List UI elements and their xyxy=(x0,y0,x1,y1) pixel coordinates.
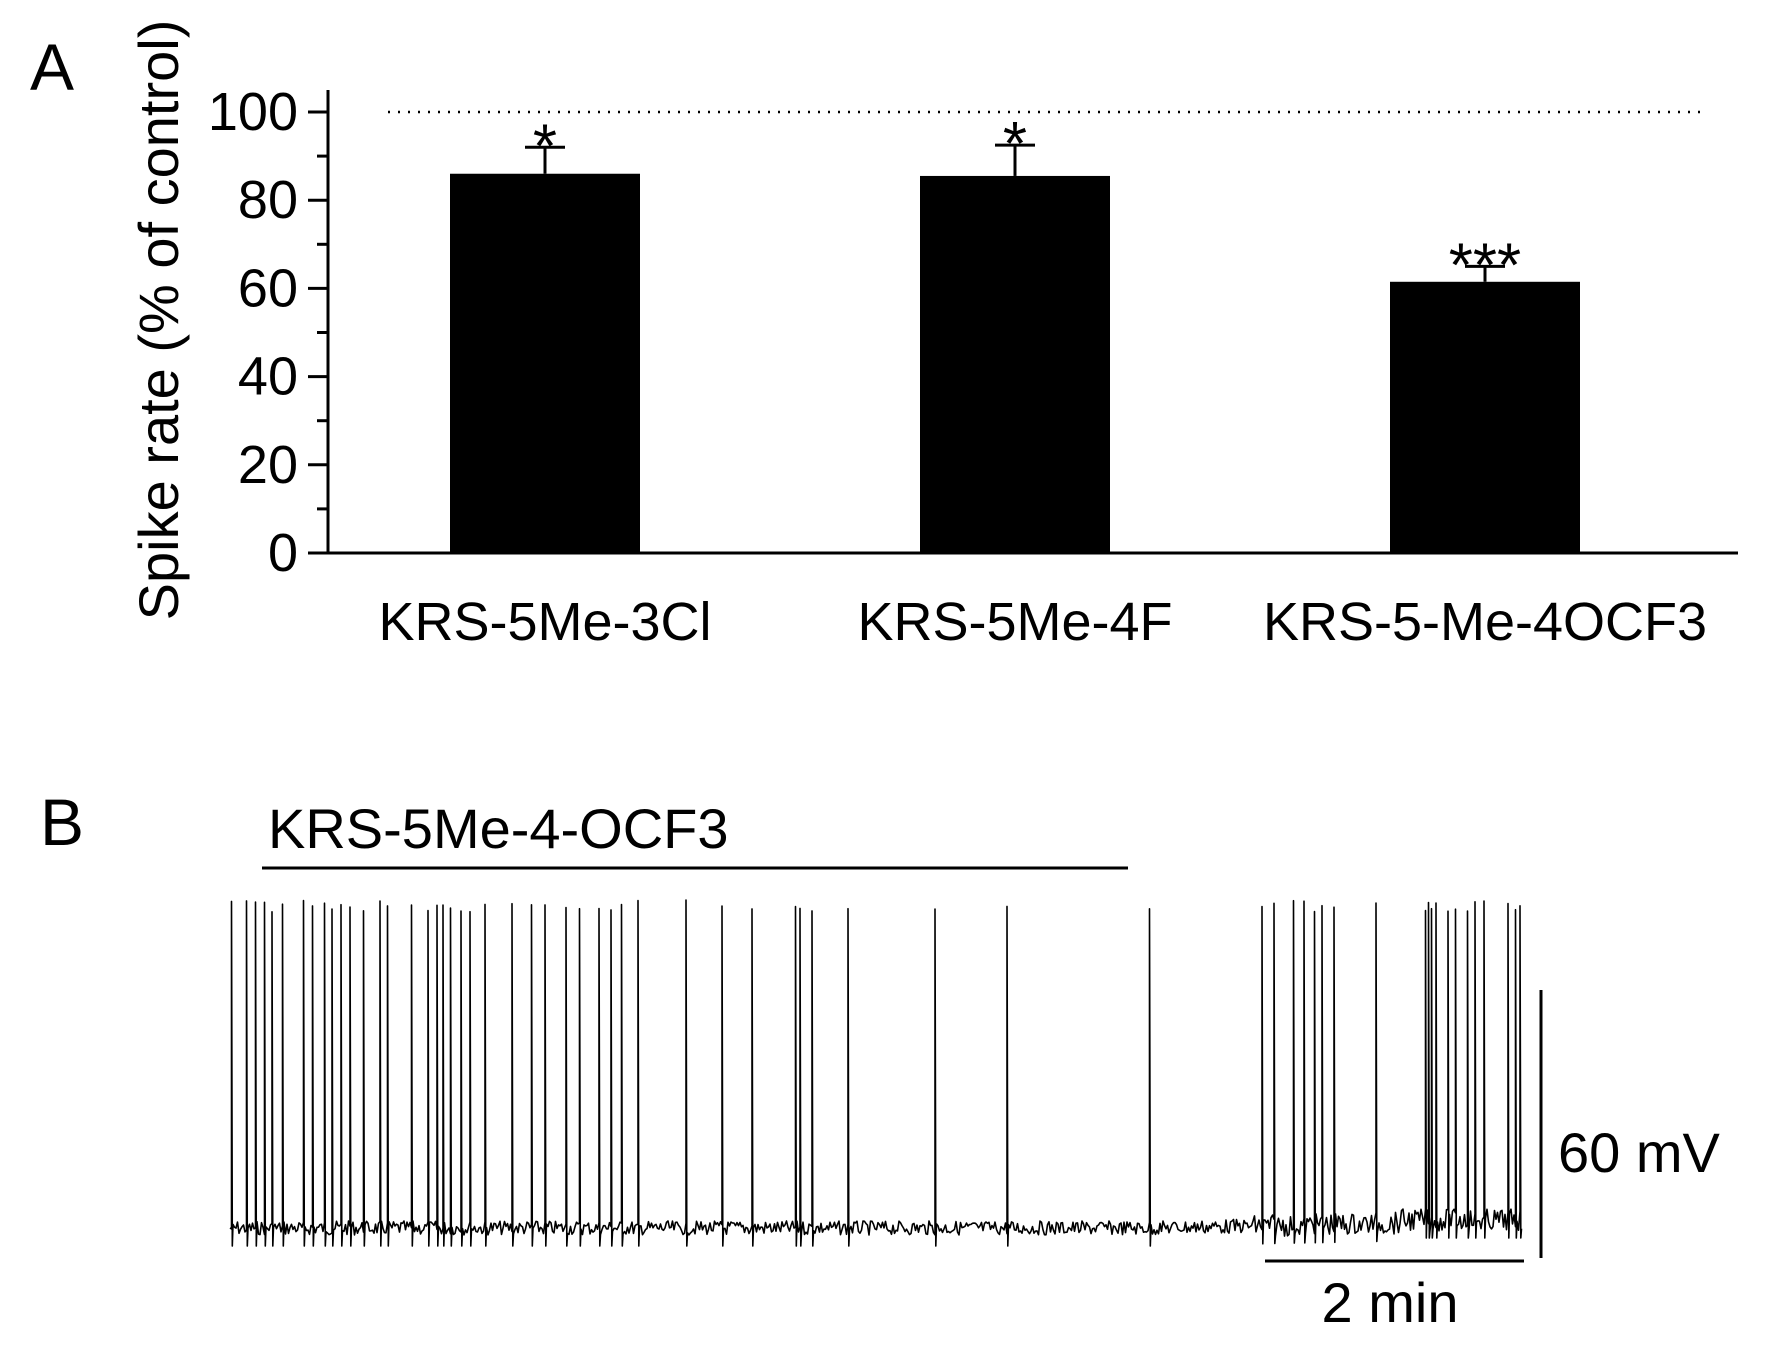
x-tick-label: KRS-5Me-4F xyxy=(857,592,1172,652)
y-tick-label: 60 xyxy=(238,258,298,318)
bar xyxy=(920,175,1110,553)
scale-label-time: 2 min xyxy=(1322,1271,1459,1334)
y-tick-label: 80 xyxy=(238,170,298,230)
drug-application-label: KRS-5Me-4-OCF3 xyxy=(268,797,729,860)
voltage-trace xyxy=(229,899,1523,1247)
y-tick-label: 20 xyxy=(238,435,298,495)
axis-layer: KRS-5Me-3Cl KRS-5Me-4F KRS-5-Me-4OCF3 0 20 40… xyxy=(208,82,1738,652)
y-tick-label: 40 xyxy=(238,347,298,407)
panel-a: A Spike rate (% of control) * **** KRS-5M… xyxy=(30,20,1738,652)
x-tick-label: KRS-5-Me-4OCF3 xyxy=(1263,592,1707,652)
scale-label-voltage: 60 mV xyxy=(1558,1121,1720,1184)
significance-marker: * xyxy=(533,112,557,181)
y-tick-label: 0 xyxy=(268,523,298,583)
bar-layer: * **** xyxy=(450,110,1580,554)
panel-b: B KRS-5Me-4-OCF3 60 mV 2 min xyxy=(40,785,1720,1334)
panel-a-label: A xyxy=(30,30,74,104)
bar xyxy=(1390,281,1580,553)
significance-marker: *** xyxy=(1449,231,1521,300)
panel-b-label: B xyxy=(40,785,84,859)
y-tick-label: 100 xyxy=(208,82,298,142)
significance-marker: * xyxy=(1003,110,1027,179)
y-axis-label: Spike rate (% of control) xyxy=(127,20,190,621)
bar xyxy=(450,173,640,554)
x-tick-label: KRS-5Me-3Cl xyxy=(378,592,711,652)
